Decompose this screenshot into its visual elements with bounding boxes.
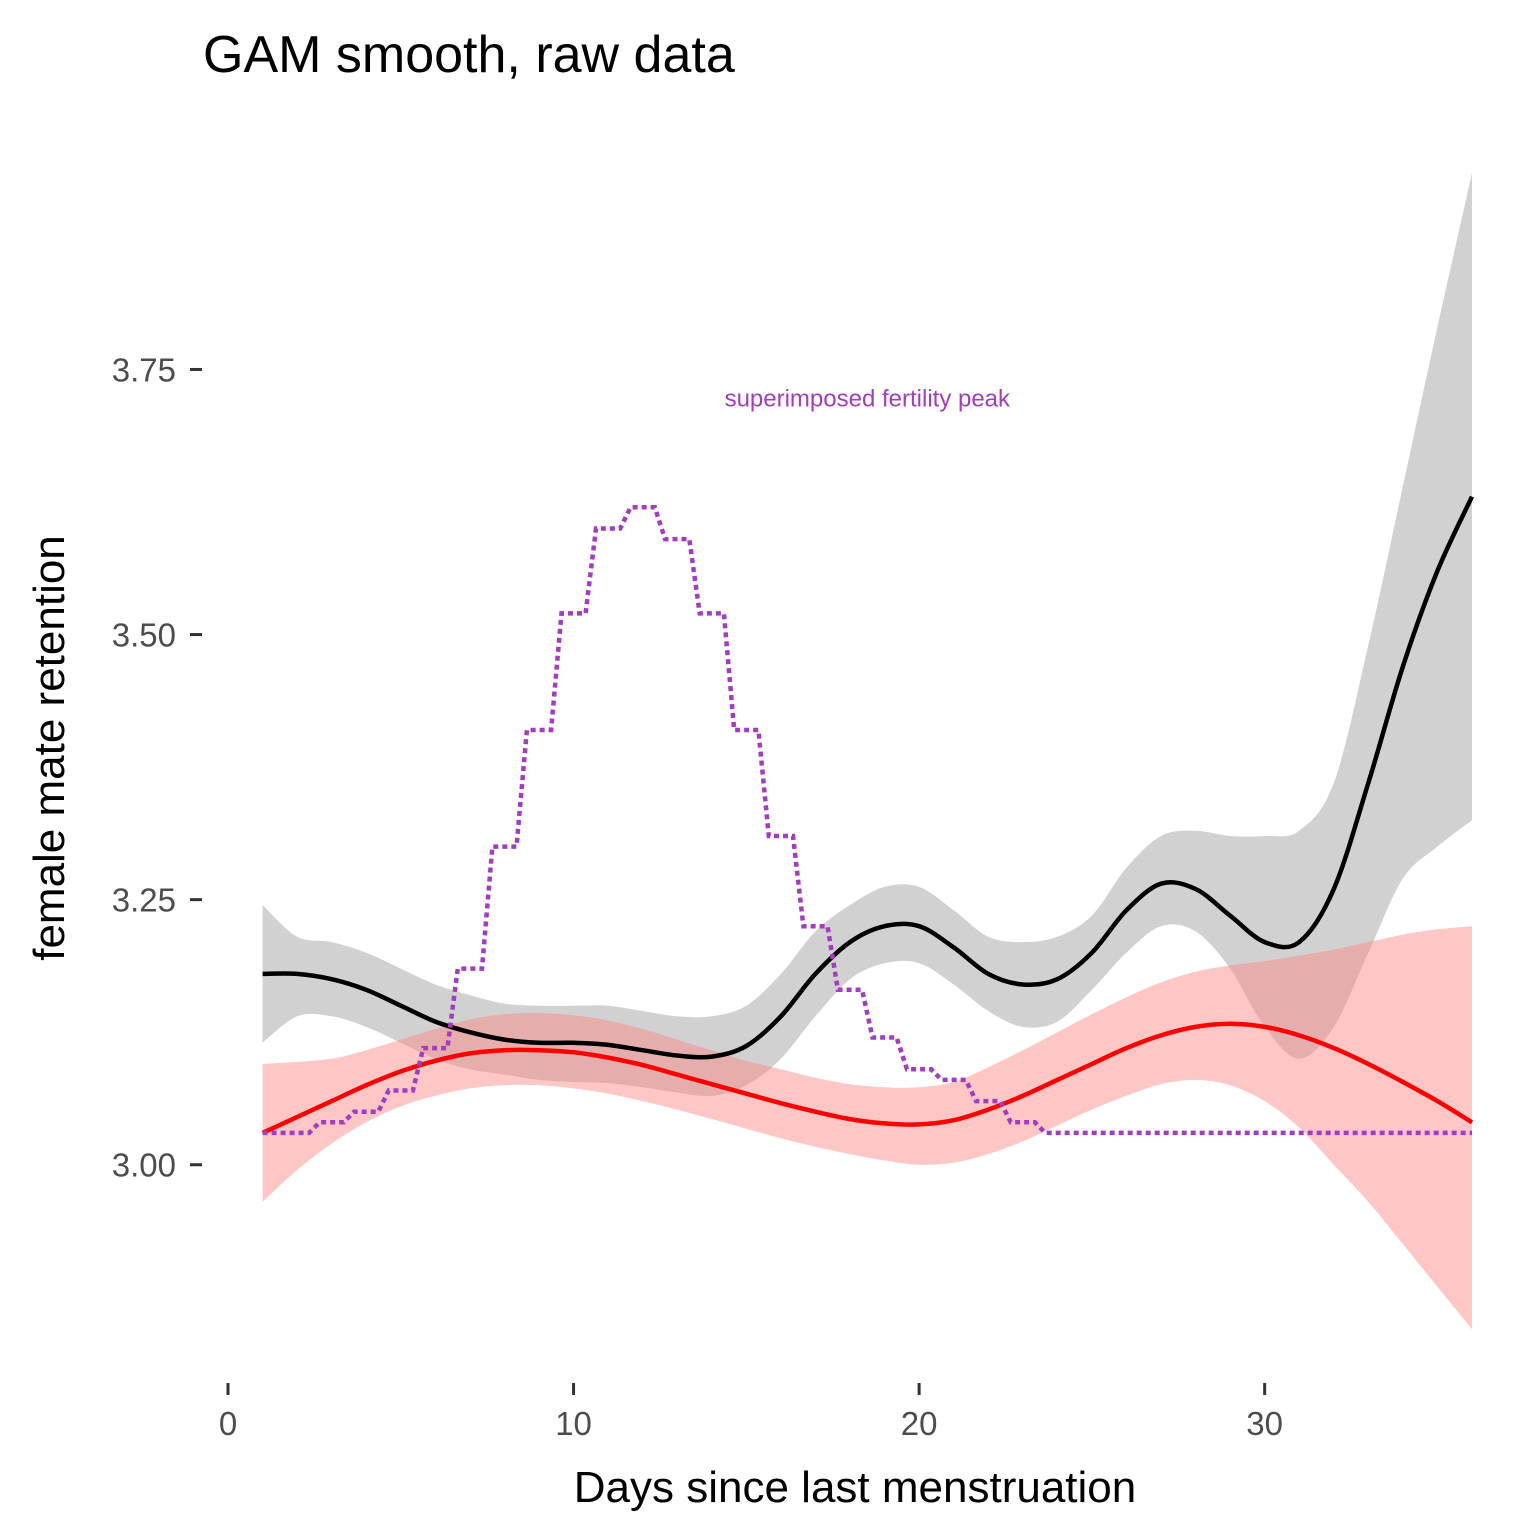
x-tick-label: 10 <box>555 1405 592 1442</box>
y-tick-label: 3.75 <box>112 351 176 388</box>
fertility-peak-annotation: superimposed fertility peak <box>725 386 1011 413</box>
series-2-step-line <box>262 505 1472 1136</box>
x-axis: 0 10 20 30 <box>219 1383 1283 1442</box>
y-axis: 3.00 3.25 3.50 3.75 <box>112 351 202 1184</box>
x-tick-label: 30 <box>1246 1405 1283 1442</box>
y-tick-label: 3.00 <box>112 1147 176 1184</box>
series-1-line <box>261 1021 1474 1135</box>
x-tick-label: 20 <box>901 1405 938 1442</box>
series-0-ribbon <box>262 173 1473 1097</box>
series-lines <box>261 495 1475 1136</box>
y-tick-label: 3.50 <box>112 617 176 654</box>
series-1-ribbon <box>262 926 1473 1330</box>
x-axis-title: Days since last menstruation <box>574 1463 1136 1512</box>
y-axis-title: female mate retention <box>25 535 74 961</box>
x-tick-label: 0 <box>219 1405 237 1442</box>
confidence-ribbons <box>262 173 1473 1330</box>
series-0-line <box>262 495 1475 1060</box>
y-tick-label: 3.25 <box>112 882 176 919</box>
chart-title: GAM smooth, raw data <box>203 26 735 84</box>
